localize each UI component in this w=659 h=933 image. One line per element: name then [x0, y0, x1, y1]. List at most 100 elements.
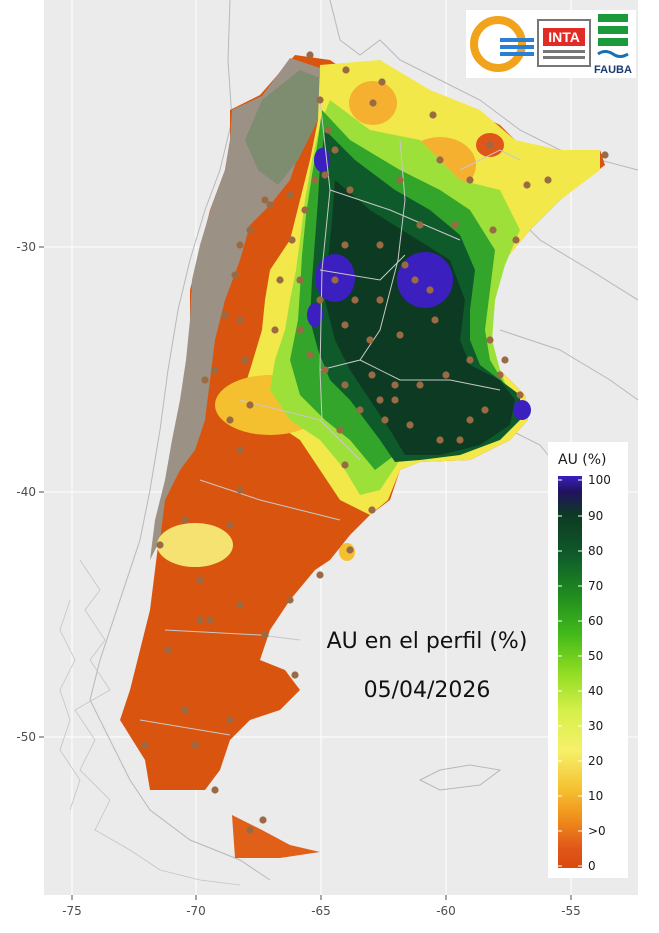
- x-tick-label: -60: [436, 904, 456, 918]
- fauba-logo: FAUBA: [594, 14, 632, 76]
- station-dot: [206, 616, 214, 624]
- station-dot: [601, 151, 609, 159]
- yellow-patch-sw: [157, 523, 233, 567]
- legend-label: 50: [588, 649, 603, 663]
- station-dot: [376, 296, 384, 304]
- station-dot: [501, 356, 509, 364]
- legend-label: 100: [588, 473, 611, 487]
- station-dot: [321, 366, 329, 374]
- station-dot: [341, 381, 349, 389]
- station-dot: [341, 321, 349, 329]
- andes-green-gray: [245, 70, 325, 185]
- station-dot: [236, 241, 244, 249]
- station-dot: [376, 241, 384, 249]
- station-dot: [346, 546, 354, 554]
- station-dot: [181, 706, 189, 714]
- fauba-logo-text: FAUBA: [594, 64, 632, 76]
- station-dot: [356, 406, 364, 414]
- station-dot: [516, 391, 524, 399]
- station-dot: [301, 206, 309, 214]
- station-dot: [523, 181, 531, 189]
- station-dot: [246, 226, 254, 234]
- legend-label: 0: [588, 859, 596, 873]
- legend-label: 30: [588, 719, 603, 733]
- station-dot: [369, 99, 377, 107]
- map-date: 05/04/2026: [364, 678, 491, 703]
- station-dot: [286, 191, 294, 199]
- station-dot: [346, 186, 354, 194]
- station-dot: [486, 336, 494, 344]
- station-dot: [306, 51, 314, 59]
- station-dot: [401, 261, 409, 269]
- station-dot: [368, 506, 376, 514]
- station-dot: [331, 146, 339, 154]
- station-dot: [261, 196, 269, 204]
- station-dot: [411, 276, 419, 284]
- station-dot: [321, 171, 329, 179]
- station-dot: [286, 596, 294, 604]
- station-dot: [342, 66, 350, 74]
- legend-label: >0: [588, 824, 606, 838]
- legend-ticks: [558, 479, 582, 867]
- station-dot: [496, 371, 504, 379]
- logos: INTA FAUBA: [466, 10, 636, 78]
- station-dot: [466, 416, 474, 424]
- station-dot: [512, 236, 520, 244]
- station-dot: [306, 351, 314, 359]
- station-dot: [226, 521, 234, 529]
- legend-label: 80: [588, 544, 603, 558]
- station-dot: [259, 816, 267, 824]
- y-tick-label: -40: [16, 485, 36, 499]
- station-dot: [156, 541, 164, 549]
- y-tick-labels: -30 -40 -50: [16, 240, 36, 744]
- station-dot: [231, 271, 239, 279]
- x-tick-label: -75: [62, 904, 82, 918]
- station-dot: [226, 416, 234, 424]
- station-dot: [396, 331, 404, 339]
- station-dot: [466, 356, 474, 364]
- station-dot: [276, 276, 284, 284]
- station-dot: [416, 381, 424, 389]
- purple-patch-east: [513, 400, 531, 420]
- station-dot: [271, 326, 279, 334]
- station-dot: [261, 631, 269, 639]
- chile-islands: [59, 559, 241, 886]
- legend: AU (%): [548, 442, 628, 878]
- legend-label: 20: [588, 754, 603, 768]
- legend-labels: 100 90 80 70 60 50 40 30 20 10 >0 0: [588, 473, 611, 873]
- axis-ticks: [39, 246, 572, 900]
- station-dot: [416, 221, 424, 229]
- station-dot: [442, 371, 450, 379]
- legend-colorbar: [558, 476, 582, 868]
- station-dot: [396, 176, 404, 184]
- station-dot: [368, 371, 376, 379]
- station-dot: [486, 141, 494, 149]
- station-dot: [366, 336, 374, 344]
- legend-label: 70: [588, 579, 603, 593]
- legend-label: 40: [588, 684, 603, 698]
- station-dot: [456, 436, 464, 444]
- station-dot: [266, 201, 274, 209]
- station-dot: [381, 416, 389, 424]
- station-dot: [236, 601, 244, 609]
- station-dot: [378, 78, 386, 86]
- station-dot: [341, 461, 349, 469]
- tierra-del-fuego: [232, 815, 320, 858]
- map-title: AU en el perfil (%): [327, 629, 528, 654]
- station-dot: [226, 716, 234, 724]
- station-dot: [241, 356, 249, 364]
- station-dot: [436, 156, 444, 164]
- station-dot: [181, 516, 189, 524]
- station-dot: [341, 241, 349, 249]
- station-dot: [191, 741, 199, 749]
- station-dot: [316, 296, 324, 304]
- province-borders: [139, 99, 521, 736]
- purple-patch-center: [397, 252, 453, 308]
- station-dot: [331, 276, 339, 284]
- station-dot: [236, 486, 244, 494]
- x-tick-label: -55: [561, 904, 581, 918]
- station-dot: [451, 221, 459, 229]
- y-tick-label: -30: [16, 240, 36, 254]
- station-dot: [221, 311, 229, 319]
